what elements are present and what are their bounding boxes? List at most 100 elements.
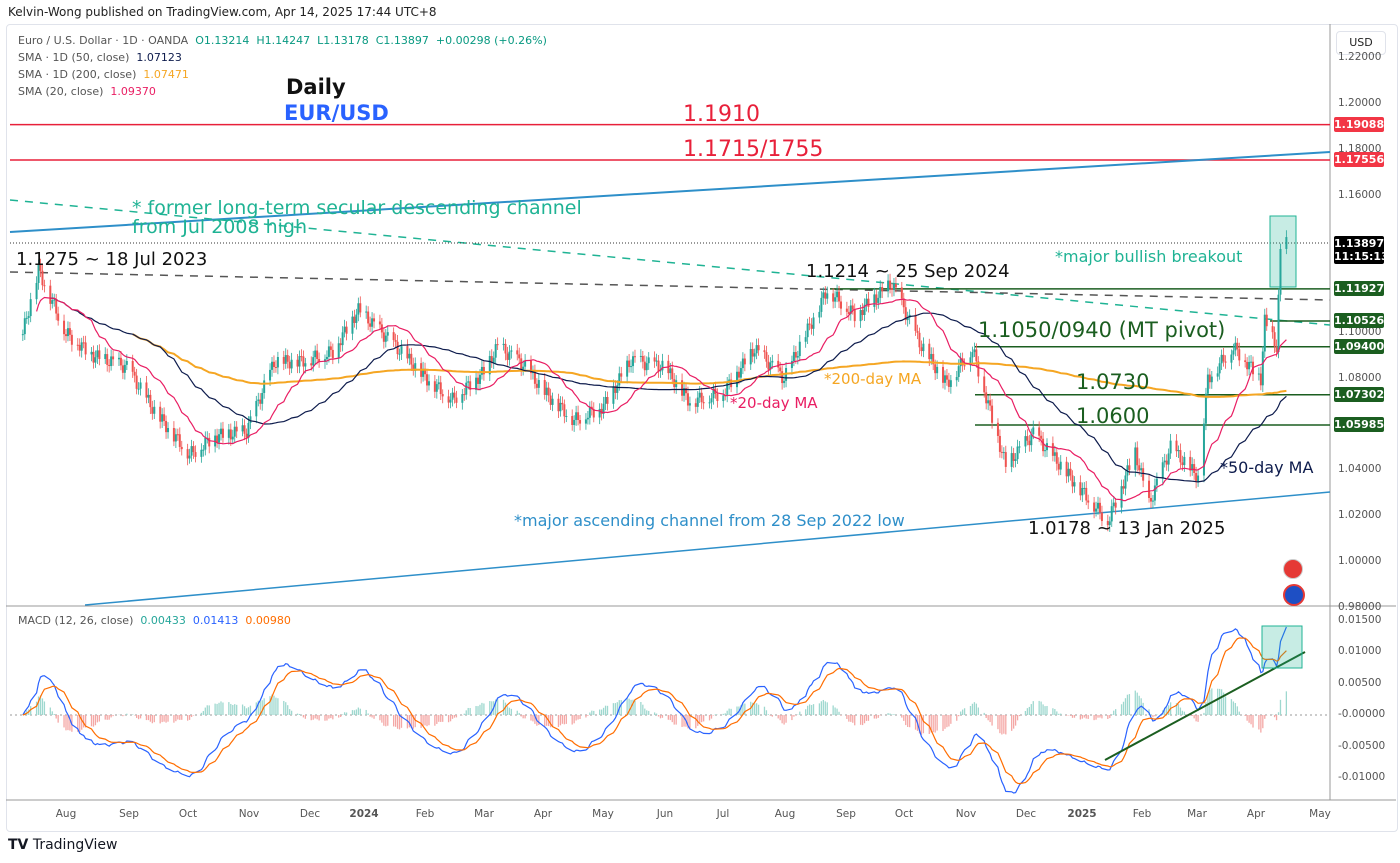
candle-body <box>480 366 483 375</box>
ohlc-low: L1.13178 <box>317 34 369 47</box>
macd-label: MACD (12, 26, close) <box>18 614 134 627</box>
candle-body <box>661 360 664 371</box>
candle-body <box>271 361 274 370</box>
candle-body <box>892 284 895 290</box>
candle-body <box>386 332 389 336</box>
candle-body <box>135 375 138 389</box>
candle-body <box>241 425 244 432</box>
candle-body <box>49 285 52 304</box>
candle-body <box>796 356 799 358</box>
candle-body <box>1032 427 1035 435</box>
candle-body <box>818 311 821 318</box>
candle-body <box>365 311 368 313</box>
candle-body <box>1110 506 1113 522</box>
sma200-line <box>132 333 1287 398</box>
candle-body <box>777 360 780 368</box>
sma200-value: 1.07471 <box>143 68 189 81</box>
candle-body <box>1026 436 1029 441</box>
descending-channel-line <box>9 199 1331 326</box>
candle-body <box>947 379 950 387</box>
tradingview-logo[interactable]: TV TradingView <box>8 837 117 853</box>
time-tick-label: Aug <box>774 808 796 820</box>
us-flag-event-icon[interactable] <box>1283 559 1303 579</box>
candle-body <box>934 364 937 374</box>
sma20-line <box>36 296 1287 502</box>
candle-body <box>145 382 148 398</box>
price-tick-label: 1.10000 <box>1338 326 1382 338</box>
candle-body <box>194 452 197 457</box>
candle-body <box>1234 342 1237 351</box>
candle-body <box>626 360 629 377</box>
candle-body <box>849 305 852 314</box>
candle-body <box>602 403 605 414</box>
candle-body <box>1073 482 1076 487</box>
annotation-1910: 1.1910 <box>683 102 760 127</box>
candle-body <box>957 366 960 378</box>
candle-body <box>139 382 142 389</box>
macd-tick-label: -0.00500 <box>1338 739 1386 752</box>
candle-body <box>202 449 205 451</box>
candle-body <box>851 305 854 310</box>
candle-body <box>396 341 399 355</box>
candle-body <box>659 370 662 372</box>
legend-macd[interactable]: MACD (12, 26, close) 0.00433 0.01413 0.0… <box>18 614 291 627</box>
candle-body <box>1206 374 1209 394</box>
candle-body <box>630 366 633 368</box>
candle-body <box>68 328 71 335</box>
legend-sma50[interactable]: SMA · 1D (50, close) 1.07123 <box>18 51 182 64</box>
candle-body <box>991 405 994 423</box>
candle-body <box>671 368 674 380</box>
price-tick-label: 1.08000 <box>1338 371 1382 384</box>
candle-body <box>359 303 362 313</box>
candle-body <box>847 311 850 314</box>
candle-body <box>708 402 711 404</box>
candle-body <box>838 291 841 302</box>
macd-tick-label: -0.00000 <box>1338 708 1386 720</box>
candle-body <box>55 299 58 314</box>
candle-body <box>792 352 795 362</box>
candle-body <box>41 270 44 286</box>
candle-body <box>963 365 966 367</box>
candle-body <box>522 366 525 370</box>
candle-body <box>783 380 786 384</box>
time-tick-label: Jun <box>656 808 674 820</box>
legend-sma20[interactable]: SMA (20, close) 1.09370 <box>18 85 156 98</box>
candle-body <box>227 429 230 438</box>
candle-body <box>1012 453 1015 461</box>
candle-body <box>647 357 650 364</box>
candle-body <box>726 382 729 396</box>
price-tick-label: 1.22000 <box>1338 51 1382 64</box>
candle-body <box>959 358 962 367</box>
candle-body <box>836 291 839 298</box>
candle-body <box>916 330 919 333</box>
candle-body <box>877 297 880 303</box>
eu-flag-event-icon[interactable] <box>1283 584 1305 606</box>
candle-body <box>696 397 699 407</box>
currency-button[interactable]: USD <box>1336 31 1386 55</box>
candle-body <box>1010 453 1013 467</box>
candle-body <box>286 355 289 362</box>
candle-body <box>435 384 438 392</box>
candle-body <box>400 346 403 354</box>
candle-body <box>1069 468 1072 476</box>
candle-body <box>1208 374 1211 383</box>
candle-body <box>178 434 181 447</box>
candle-body <box>767 361 770 370</box>
price-tick-label: 1.20000 <box>1338 97 1382 109</box>
candle-body <box>657 360 660 372</box>
sma20-label: SMA (20, close) <box>18 85 104 98</box>
candle-body <box>112 356 115 360</box>
candle-body <box>1124 475 1127 489</box>
candle-body <box>455 397 458 403</box>
time-tick-label: Oct <box>178 808 198 820</box>
candle-body <box>133 371 136 376</box>
ohlc-high: H1.14247 <box>256 34 311 47</box>
candle-body <box>834 297 837 302</box>
candle-body <box>639 355 642 357</box>
candle-body <box>942 366 945 383</box>
legend-sma200[interactable]: SMA · 1D (200, close) 1.07471 <box>18 68 189 81</box>
candle-body <box>1181 462 1184 466</box>
candle-body <box>1220 354 1223 364</box>
candle-body <box>998 435 1001 452</box>
